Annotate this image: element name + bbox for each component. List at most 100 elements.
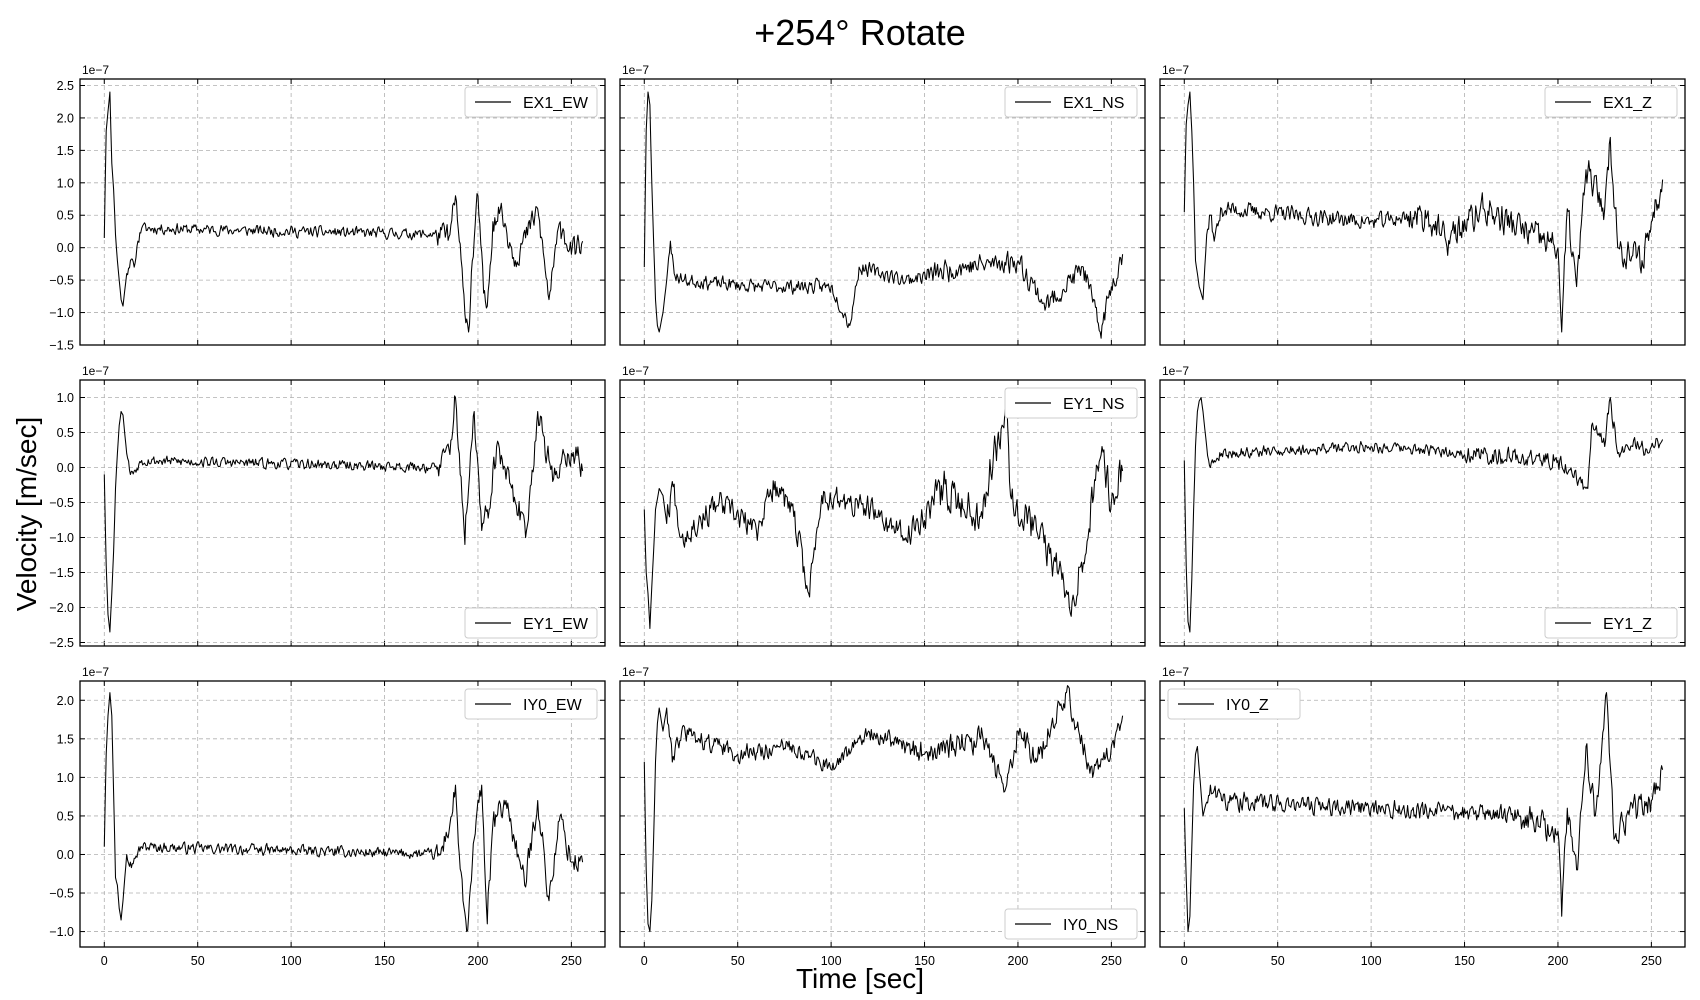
x-tick-label: 100 — [1361, 954, 1382, 968]
y-tick-label: 0.0 — [57, 461, 74, 475]
axes-frame — [79, 680, 606, 948]
y-offset-text: 1e−7 — [82, 665, 109, 679]
y-tick-label: 0.5 — [57, 426, 74, 440]
x-tick-label: 0 — [1181, 954, 1188, 968]
series-line-ex1-ns — [643, 91, 1124, 339]
legend-label: EX1_Z — [1603, 95, 1652, 112]
x-tick-label: 50 — [1271, 954, 1285, 968]
y-tick-label: 2.0 — [57, 111, 74, 125]
subplot-ex1-ew: −1.5 −1.0 −0.5 0.0 0.5 1.0 1.5 2.0 2.5 1e−7 EX1_EW — [49, 63, 606, 353]
axes-frame — [619, 379, 1146, 647]
y-offset-text: 1e−7 — [1162, 665, 1189, 679]
axes-frame — [79, 78, 606, 346]
legend-label: EY1_NS — [1063, 396, 1124, 413]
series-line-ey1-z — [1183, 396, 1664, 633]
subplot-ey1-ns: 1e−7 EY1_NS — [619, 364, 1146, 647]
legend-label: EX1_NS — [1063, 95, 1124, 112]
y-tick-label: 2.0 — [57, 694, 74, 708]
x-tick-label: 0 — [641, 954, 648, 968]
subplot-ex1-ns: 1e−7 EX1_NS — [619, 63, 1146, 346]
x-tick-label: 50 — [191, 954, 205, 968]
legend: IY0_EW — [464, 688, 598, 720]
y-tick-label: 1.5 — [57, 144, 74, 158]
y-tick-label: −1.5 — [49, 566, 74, 580]
subplot-ey1-ew: −2.5 −2.0 −1.5 −1.0 −0.5 0.0 0.5 1.0 1e−7 EY1_EW — [49, 364, 606, 650]
legend-label: EX1_EW — [523, 95, 589, 112]
x-tick-label: 200 — [468, 954, 489, 968]
y-tick-label: −2.0 — [49, 601, 74, 615]
y-tick-label: 0.5 — [57, 209, 74, 223]
legend-box — [464, 688, 598, 720]
y-tick-label: 0.0 — [57, 848, 74, 862]
legend-label: IY0_EW — [523, 697, 583, 714]
y-tick-label: −0.5 — [49, 496, 74, 510]
y-offset-text: 1e−7 — [622, 364, 649, 378]
x-axis-label: Time [sec] — [796, 963, 924, 994]
y-tick-label: −0.5 — [49, 887, 74, 901]
axes-frame — [79, 379, 606, 647]
legend-box — [1544, 86, 1678, 118]
subplot-ex1-z: 1e−7 EX1_Z — [1159, 63, 1686, 346]
legend-box — [1167, 688, 1301, 720]
x-tick-label: 200 — [1548, 954, 1569, 968]
axes-frame — [1159, 379, 1686, 647]
x-tick-label: 250 — [1641, 954, 1662, 968]
x-tick-label: 150 — [1454, 954, 1475, 968]
y-tick-label: 1.0 — [57, 771, 74, 785]
y-tick-label: 2.5 — [57, 79, 74, 93]
legend-box — [464, 607, 598, 639]
y-offset-text: 1e−7 — [1162, 364, 1189, 378]
legend-box — [464, 86, 598, 118]
series-line-ey1-ew — [103, 395, 584, 633]
series-line-iy0-ew — [103, 692, 584, 933]
y-tick-label: 0.0 — [57, 241, 74, 255]
y-tick-label: −1.5 — [49, 339, 74, 353]
legend-box — [1004, 86, 1138, 118]
legend-box — [1004, 908, 1138, 940]
y-offset-text: 1e−7 — [622, 665, 649, 679]
subplot-iy0-ns: 0 50 100 150 200 250 1e−7 IY0_NS — [619, 665, 1146, 968]
y-axis-label: Velocity [m/sec] — [11, 417, 42, 612]
subplot-iy0-z: 0 50 100 150 200 250 1e−7 IY0_Z — [1159, 665, 1686, 968]
x-tick-label: 0 — [101, 954, 108, 968]
series-line-ex1-z — [1183, 91, 1664, 333]
legend: EY1_EW — [464, 607, 598, 639]
y-tick-label: −1.0 — [49, 925, 74, 939]
x-tick-label: 250 — [1101, 954, 1122, 968]
series-line-ex1-ew — [103, 91, 584, 333]
series-line-iy0-ns — [643, 685, 1124, 933]
legend: IY0_NS — [1004, 908, 1138, 940]
y-tick-label: 1.0 — [57, 176, 74, 190]
legend: IY0_Z — [1167, 688, 1301, 720]
legend-label: EY1_EW — [523, 616, 589, 633]
axes-frame — [619, 680, 1146, 948]
y-tick-label: 1.0 — [57, 391, 74, 405]
y-tick-label: −2.5 — [49, 636, 74, 650]
axes-frame — [619, 78, 1146, 346]
y-tick-label: 1.5 — [57, 732, 74, 746]
y-offset-text: 1e−7 — [622, 63, 649, 77]
axes-frame — [1159, 680, 1686, 948]
subplot-ey1-z: 1e−7 EY1_Z — [1159, 364, 1686, 647]
x-tick-label: 100 — [281, 954, 302, 968]
y-tick-label: −1.0 — [49, 531, 74, 545]
legend-box — [1004, 387, 1138, 419]
legend-label: IY0_NS — [1063, 917, 1118, 934]
legend: EX1_Z — [1544, 86, 1678, 118]
y-tick-label: 0.5 — [57, 809, 74, 823]
x-tick-label: 250 — [561, 954, 582, 968]
y-offset-text: 1e−7 — [82, 63, 109, 77]
figure-title: +254° Rotate — [754, 12, 966, 53]
legend: EX1_NS — [1004, 86, 1138, 118]
axes-frame — [1159, 78, 1686, 346]
x-tick-label: 50 — [731, 954, 745, 968]
x-tick-label: 150 — [374, 954, 395, 968]
y-tick-label: −0.5 — [49, 274, 74, 288]
subplot-iy0-ew: −1.0 −0.5 0.0 0.5 1.0 1.5 2.0 0 50 100 150 200 250 1e… — [49, 665, 606, 968]
legend: EY1_Z — [1544, 607, 1678, 639]
legend: EX1_EW — [464, 86, 598, 118]
legend: EY1_NS — [1004, 387, 1138, 419]
series-line-ey1-ns — [643, 388, 1124, 630]
